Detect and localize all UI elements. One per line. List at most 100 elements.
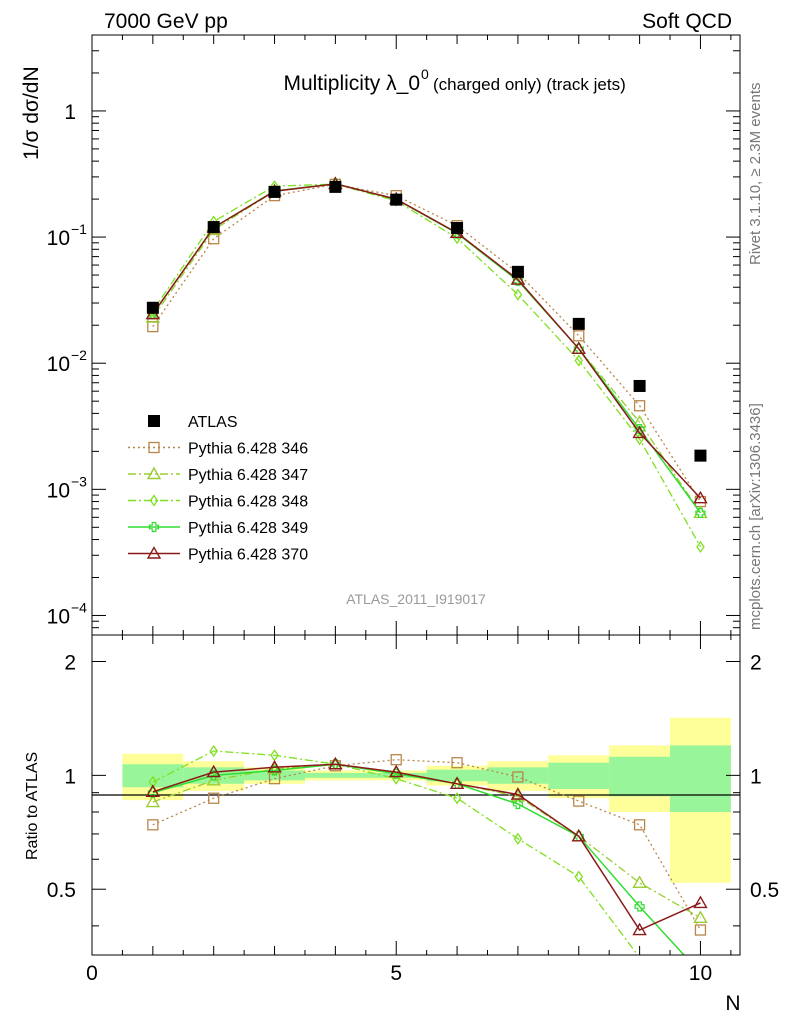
ratio-point-p346 [573,795,585,807]
band-inner [426,769,488,782]
ratio-point-p346 [694,924,707,936]
data-point-ATLAS [390,193,403,206]
data-point-p370 [571,341,586,355]
main-y-tick-labels: 110−110−210−310−4 [47,101,88,629]
band-inner [365,772,427,778]
ratio-line-p348 [152,750,639,955]
ratio-point-p349 [634,901,645,912]
ratio-point-p347 [632,875,647,888]
ratio-point-p370 [328,756,343,770]
legend-marker-p349 [148,521,160,533]
ratio-point-p346 [451,757,463,769]
ratio-point-p370 [693,895,708,909]
y-tick-label-exp: −3 [71,473,87,489]
main-series-lines [145,176,708,553]
data-point-ATLAS [329,180,342,193]
band-inner [670,745,731,813]
band-inner [487,767,549,784]
y-tick-label-exp: −4 [71,599,87,615]
data-point-ATLAS [207,221,220,234]
band-inner [548,762,610,790]
ratio-y-tick-label-right: 1 [750,765,762,788]
ratio-frame [91,634,741,956]
ratio-point-p346 [147,819,159,831]
ratio-line-p349 [152,763,685,955]
legend-label-ATLAS: ATLAS [188,414,238,431]
ratio-y-tick-label-right: 0.5 [750,879,779,902]
y-tick-label: 10 [47,353,70,376]
ratio-point-p370 [389,764,404,778]
main-axis-ticks [91,34,740,636]
data-point-p370 [510,272,526,285]
ratio-line-p370 [152,763,701,931]
data-point-p370 [693,490,708,504]
ratio-point-p347 [693,910,708,924]
legend-label-p348: Pythia 6.428 348 [188,494,308,511]
ratio-point-p346 [512,771,524,783]
y-tick-label: 10 [47,605,70,628]
ratio-uncertainty-bands [122,717,731,883]
ratio-point-p347 [510,788,526,802]
watermark: ATLAS_2011_I919017 [346,591,486,607]
chart-title-sub: (charged only) (track jets) [433,75,626,94]
data-point-p370 [632,425,647,439]
ratio-point-p349 [512,798,524,810]
data-point-ATLAS [146,301,159,314]
x-tick-label: 5 [390,962,402,985]
main-panel: 110−110−210−310−4 Multiplicity λ_0 0 (ch… [20,34,741,636]
ratio-y-tick-label-left: 1 [64,765,76,788]
rivet-label: Rivet 3.1.10, ≥ 2.3M events [747,83,764,266]
legend: ATLAS Pythia 6.428 346 Pythia 6.428 347 Pyt… [128,414,308,564]
y-tick-label: 10 [47,479,70,502]
mcplots-label: mcplots.cern.ch [arXiv:1306.3436] [747,403,764,630]
data-point-ATLAS [633,379,646,392]
data-point-ATLAS [572,317,585,330]
ratio-point-p370 [449,776,465,789]
legend-label-p349: Pythia 6.428 349 [188,520,308,537]
ratio-point-p346 [633,819,646,831]
legend-label-p347: Pythia 6.428 347 [188,467,308,484]
data-point-p348 [513,288,523,301]
ratio-point-p348 [574,870,584,883]
ratio-point-p348 [452,792,462,805]
data-point-p347 [145,310,161,323]
series-line-p348 [152,183,702,548]
ratio-y-tick-label-left: 0.5 [47,879,76,902]
legend-marker-ATLAS [148,415,160,427]
data-point-ATLAS [511,265,524,278]
header-right: Soft QCD [642,10,732,33]
ratio-y-tick-label-right: 2 [750,651,762,674]
ratio-x-tick-labels: 0 5 10 [86,962,712,985]
data-point-p348 [574,354,584,367]
y-tick-label: 1 [64,101,76,124]
data-point-p346 [573,330,585,342]
ratio-point-p348 [513,832,523,845]
band-inner [122,764,184,788]
legend-marker-p347 [146,466,162,480]
ratio-point-p347 [145,794,161,808]
data-point-p346 [633,400,646,412]
series-line-p370 [152,183,702,499]
x-tick-label: 0 [86,962,98,985]
ratio-panel: 0.5 0.5 1 1 2 2 0 5 10 Ratio to ATLAS N [24,634,779,1015]
x-axis-label: N [725,992,740,1015]
ratio-point-p347 [206,772,221,786]
data-point-ATLAS [694,449,707,462]
legend-marker-p348 [149,494,159,507]
band-inner [304,772,366,778]
data-point-p349 [512,275,524,286]
ratio-line-p346 [152,759,702,931]
y-tick-label: 10 [47,227,70,250]
ratio-point-p370 [145,784,161,797]
series-line-p349 [152,182,702,514]
ratio-y-axis-label: Ratio to ATLAS [24,752,41,860]
data-point-p348 [696,540,705,553]
ratio-point-p370 [267,759,282,773]
ratio-point-p370 [632,922,647,936]
y-tick-label-exp: −2 [71,347,87,363]
ratio-point-p370 [510,787,526,800]
ratio-point-p348 [209,744,218,758]
series-line-p347 [152,183,702,514]
ratio-point-p370 [571,828,586,842]
